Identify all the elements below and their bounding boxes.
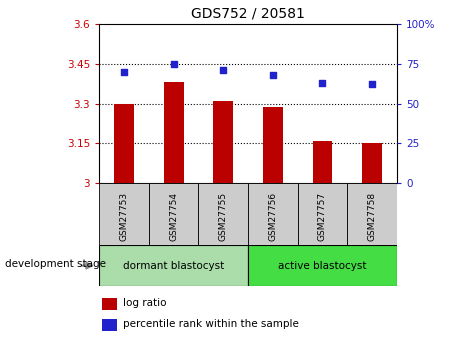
Bar — [213, 101, 233, 183]
Text: active blastocyst: active blastocyst — [278, 261, 367, 270]
Bar — [102, 298, 117, 310]
Bar — [114, 104, 134, 183]
Title: GDS752 / 20581: GDS752 / 20581 — [191, 6, 305, 20]
Bar — [313, 140, 332, 183]
Text: development stage: development stage — [5, 259, 106, 269]
Text: dormant blastocyst: dormant blastocyst — [123, 261, 224, 270]
Bar — [347, 183, 397, 245]
Text: log ratio: log ratio — [123, 298, 166, 308]
Bar — [263, 107, 283, 183]
Text: GSM27753: GSM27753 — [120, 192, 129, 241]
Text: percentile rank within the sample: percentile rank within the sample — [123, 319, 299, 329]
Text: GSM27758: GSM27758 — [368, 192, 377, 241]
Point — [269, 72, 276, 78]
Text: GSM27755: GSM27755 — [219, 192, 228, 241]
Point — [220, 67, 227, 73]
Bar — [198, 183, 248, 245]
Bar — [362, 143, 382, 183]
Bar — [102, 319, 117, 331]
Text: GSM27757: GSM27757 — [318, 192, 327, 241]
Bar — [99, 183, 149, 245]
Point — [170, 61, 177, 67]
Text: GSM27756: GSM27756 — [268, 192, 277, 241]
Text: GSM27754: GSM27754 — [169, 192, 178, 241]
Bar — [248, 245, 397, 286]
Bar — [149, 183, 198, 245]
Point — [368, 82, 376, 87]
Bar — [164, 82, 184, 183]
Bar — [298, 183, 347, 245]
Bar — [99, 245, 248, 286]
Bar — [248, 183, 298, 245]
Point — [120, 69, 128, 75]
Point — [319, 80, 326, 86]
